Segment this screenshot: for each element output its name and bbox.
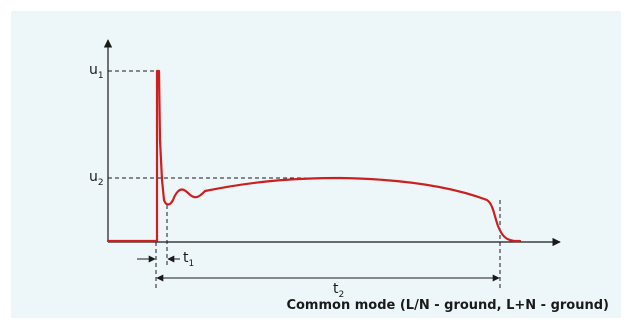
u1-label: u1 [89, 62, 104, 81]
diagram-caption: Common mode (L/N - ground, L+N - ground) [286, 298, 609, 313]
t1-label: t1 [183, 250, 194, 269]
t2-label: t2 [333, 281, 344, 300]
diagram-panel [11, 11, 621, 318]
u2-label: u2 [89, 169, 104, 188]
surge-waveform [106, 69, 522, 243]
